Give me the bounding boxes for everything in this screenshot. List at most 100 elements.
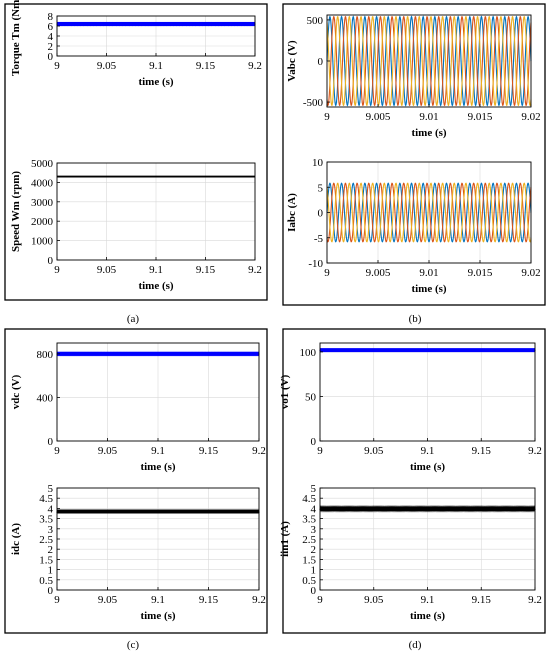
x-tick-label: 9 — [317, 445, 323, 457]
y-axis-label: vdc (V) — [10, 374, 22, 409]
x-tick-label: 9 — [54, 264, 60, 276]
y-tick-label: 4 — [48, 31, 54, 43]
y-tick-label: 500 — [307, 15, 324, 27]
x-tick-label: 9.05 — [364, 594, 384, 606]
y-tick-label: 4000 — [31, 177, 54, 189]
x-tick-label: 9.2 — [252, 594, 266, 606]
x-tick-label: 9.02 — [521, 111, 540, 123]
y-tick-label: 3000 — [31, 197, 54, 209]
x-tick-label: 9.15 — [472, 594, 492, 606]
y-tick-label: 4.5 — [39, 493, 53, 505]
x-tick-label: 9.2 — [248, 60, 262, 72]
x-tick-label: 9.01 — [419, 267, 438, 279]
panel-frame-c — [4, 328, 268, 634]
x-tick-label: 9.2 — [528, 594, 542, 606]
chart-c1: 9 9.05 9.1 9.15 9.2 0 400 800 time (s) vdc (V) — [10, 342, 266, 473]
x-tick-label: 9.2 — [528, 445, 542, 457]
x-tick-label: 9.005 — [366, 111, 391, 123]
x-axis-label: time (s) — [411, 127, 446, 139]
y-tick-label: 2 — [48, 544, 54, 556]
y-tick-label: 5 — [311, 483, 317, 495]
x-tick-label: 9.15 — [196, 264, 216, 276]
x-axis-label: time (s) — [410, 461, 445, 473]
x-tick-label: 9.2 — [252, 445, 266, 457]
y-axis-label: vo1 (V) — [279, 374, 291, 409]
panel-label-b: (b) — [409, 313, 422, 325]
y-tick-label: 1.5 — [39, 554, 53, 566]
y-tick-label: 5000 — [31, 158, 54, 170]
y-tick-label: 1 — [311, 565, 317, 577]
y-tick-label: 50 — [305, 391, 317, 403]
y-tick-label: -500 — [303, 97, 324, 109]
x-axis-label: time (s) — [411, 283, 446, 295]
panel-label-a: (a) — [127, 313, 140, 325]
y-tick-label: 6 — [48, 21, 54, 33]
series-line-2 — [326, 15, 532, 107]
y-tick-label: 400 — [37, 392, 54, 404]
y-tick-label: 0 — [48, 585, 54, 597]
y-tick-label: 4 — [48, 503, 54, 515]
x-tick-label: 9.15 — [196, 60, 216, 72]
x-tick-label: 9.15 — [199, 445, 219, 457]
x-tick-label: 9.005 — [366, 267, 391, 279]
x-axis-label: time (s) — [138, 76, 173, 88]
x-tick-label: 9 — [54, 60, 60, 72]
x-axis-label: time (s) — [138, 280, 173, 292]
y-tick-label: 1 — [48, 565, 54, 577]
y-tick-label: 3.5 — [39, 514, 53, 526]
y-axis-label: Speed Wm (rpm) — [10, 171, 22, 252]
chart-c2: 9 9.05 9.1 9.15 9.2 00.511.522.533.544.55 time… — [10, 483, 266, 622]
x-tick-label: 9 — [317, 594, 323, 606]
y-tick-label: 800 — [37, 349, 54, 361]
panel-label-d: (d) — [409, 639, 422, 651]
x-tick-label: 9.05 — [97, 60, 117, 72]
y-tick-label: -10 — [308, 258, 323, 270]
chart-b1: 9 9.005 9.01 9.015 9.02 -500 0 500 time (s) Vabc … — [286, 14, 541, 139]
x-tick-label: 9 — [324, 111, 330, 123]
x-tick-label: 9.1 — [421, 594, 435, 606]
y-tick-label: 10 — [312, 157, 324, 169]
x-tick-label: 9.2 — [248, 264, 262, 276]
panel-frame-b — [282, 3, 546, 306]
y-tick-label: 2 — [311, 544, 317, 556]
y-tick-label: 0 — [48, 255, 54, 267]
y-tick-label: 2 — [48, 41, 54, 53]
x-tick-label: 9.05 — [97, 264, 117, 276]
panel-frame-d — [282, 328, 546, 634]
y-tick-label: 8 — [48, 11, 54, 23]
y-tick-label: 2.5 — [302, 534, 316, 546]
y-axis-label: Vabc (V) — [286, 40, 298, 82]
y-axis-label: Iabc (A) — [286, 193, 298, 232]
x-tick-label: 9.1 — [149, 60, 163, 72]
panel-label-c: (c) — [127, 639, 140, 651]
x-tick-label: 9 — [324, 267, 330, 279]
y-tick-label: 0 — [311, 436, 317, 448]
chart-d1: 9 9.05 9.1 9.15 9.2 0 50 100 time (s) vo1 (V) — [279, 342, 542, 473]
chart-a2: 9 9.05 9.1 9.15 9.2 0 1000 2000 3000 4000 5000 time… — [10, 158, 262, 292]
y-tick-label: 0 — [311, 585, 317, 597]
x-tick-label: 9.05 — [364, 445, 384, 457]
y-tick-label: 2.5 — [39, 534, 53, 546]
x-tick-label: 9.015 — [468, 267, 493, 279]
y-axis-label: idc (A) — [10, 523, 22, 555]
y-tick-label: -5 — [314, 233, 324, 245]
chart-d2: 9 9.05 9.1 9.15 9.2 00.511.522.533.544.55 time… — [279, 483, 542, 622]
x-tick-label: 9 — [54, 445, 60, 457]
x-tick-label: 9.015 — [468, 111, 493, 123]
y-tick-label: 0 — [318, 208, 324, 220]
x-tick-label: 9.01 — [419, 111, 438, 123]
x-tick-label: 9 — [54, 594, 60, 606]
x-axis-label: time (s) — [410, 610, 445, 622]
y-axis-label: Torque Tm (Nm) — [10, 0, 22, 76]
x-tick-label: 9.1 — [151, 594, 165, 606]
x-axis-label: time (s) — [140, 610, 175, 622]
y-tick-label: 3.5 — [302, 514, 316, 526]
y-tick-label: 0 — [48, 51, 54, 63]
panel-frame-a — [4, 3, 268, 301]
x-axis-label: time (s) — [140, 461, 175, 473]
x-tick-label: 9.02 — [521, 267, 540, 279]
y-axis-label: iin1 (A) — [279, 521, 291, 557]
y-tick-label: 100 — [300, 347, 317, 359]
